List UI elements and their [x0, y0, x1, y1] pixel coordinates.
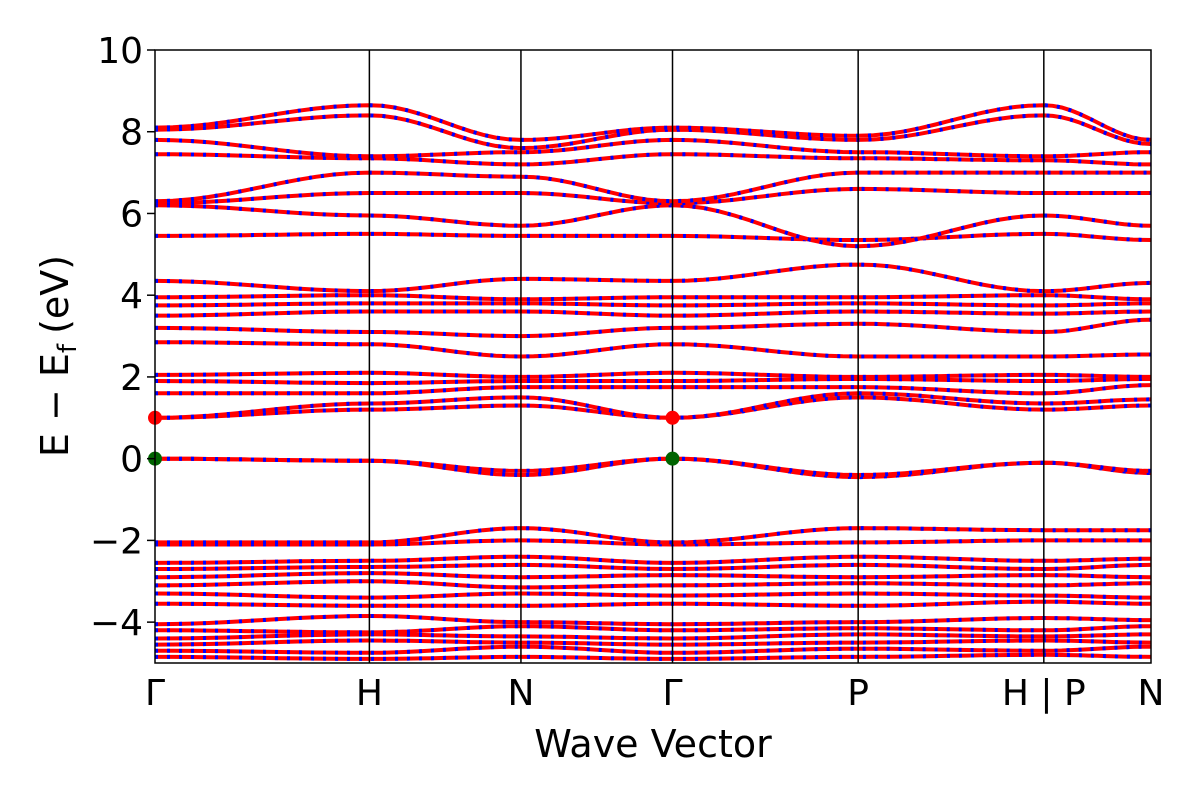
- y-tick-label: 2: [120, 358, 143, 399]
- y-tick-label: 6: [120, 194, 143, 235]
- kpoint-lines: [368, 50, 1045, 663]
- plot-frame: [154, 49, 1152, 664]
- y-tick-label: 0: [120, 440, 143, 481]
- x-tick-label: Γ: [662, 673, 682, 714]
- y-tick-label: 4: [120, 276, 143, 317]
- y-tick-label: 8: [120, 113, 143, 154]
- y-axis-label-subscript: f: [53, 343, 83, 353]
- band-line: [155, 301, 1151, 308]
- y-axis-label: E − Ef (eV): [33, 255, 83, 457]
- x-tick-label: P: [847, 673, 869, 714]
- y-axis-label-main: E − E: [33, 353, 77, 457]
- x-tick-label: H: [356, 673, 383, 714]
- y-tick-label: −2: [90, 521, 143, 562]
- y-tick-label: −4: [90, 603, 143, 644]
- y-tick-label: 10: [97, 31, 143, 72]
- y-axis-label-unit: (eV): [33, 255, 77, 334]
- x-tick-label: N: [1138, 673, 1165, 714]
- x-axis-label: Wave Vector: [534, 722, 772, 766]
- x-tick-label: H | P: [1002, 673, 1086, 714]
- cbm-marker: [665, 410, 680, 425]
- svg-text:E − Ef(eV): E − Ef (eV): [33, 255, 83, 457]
- x-tick-label: N: [507, 673, 534, 714]
- y-axis-ticks: 10 8 6 4 2 0 −2 −4: [90, 31, 155, 644]
- x-axis-ticks: Γ H N Γ P H | P N: [145, 673, 1165, 714]
- x-tick-label: Γ: [145, 673, 165, 714]
- vbm-marker: [665, 451, 680, 466]
